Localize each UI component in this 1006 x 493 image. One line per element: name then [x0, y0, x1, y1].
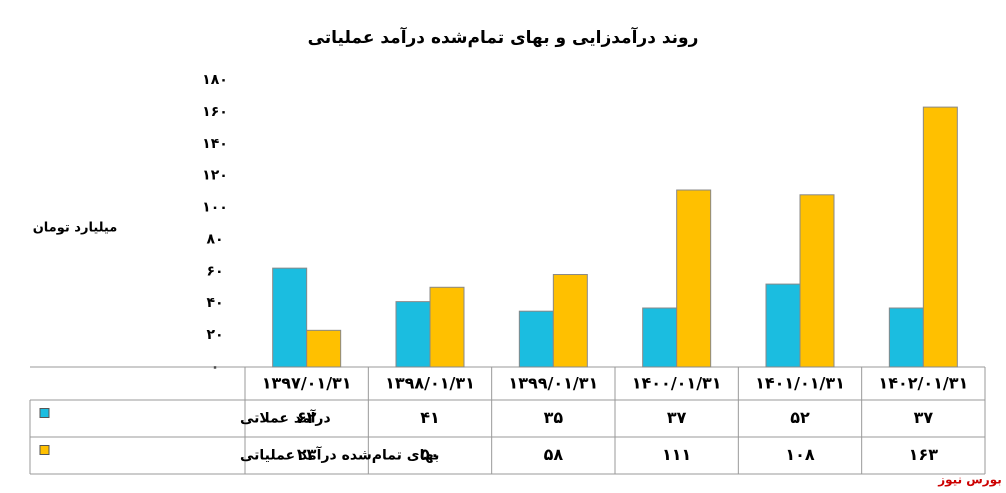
bar — [765, 283, 801, 368]
y-tick-label: ۲۰ — [206, 327, 223, 343]
y-tick-label: ۸۰ — [206, 231, 223, 247]
bar — [552, 274, 588, 368]
x-tick-label: ۱۳۹۷/۰۱/۳۱ — [262, 374, 352, 393]
x-tick-label: ۱۴۰۰/۰۱/۳۱ — [632, 374, 722, 393]
bar — [888, 307, 924, 368]
bar — [395, 301, 431, 368]
chart-title: روند درآمدزایی و بهای تمام‌شده درآمد عمل… — [308, 26, 699, 48]
table-value: ۴۱ — [420, 408, 440, 427]
table-value: ۵۲ — [790, 408, 810, 427]
legend-swatch — [39, 408, 50, 418]
table-value: ۳۵ — [544, 408, 564, 427]
bar — [642, 307, 678, 368]
bar — [676, 189, 712, 368]
source: بورس نیوز — [937, 473, 1002, 488]
y-tick-label: ۱۶۰ — [202, 104, 228, 120]
legend-swatch — [39, 445, 50, 455]
table-value: ۲۳ — [297, 445, 317, 464]
table-value: ۳۷ — [914, 408, 934, 427]
x-tick-label: ۱۴۰۲/۰۱/۳۱ — [878, 374, 968, 393]
x-tick-label: ۱۳۹۸/۰۱/۳۱ — [385, 374, 475, 393]
y-axis-label: میلیارد تومان — [33, 221, 118, 236]
table-value: ۱۱۱ — [662, 445, 691, 464]
bar — [922, 106, 958, 368]
bar — [429, 286, 465, 368]
y-tick-label: ۶۰ — [206, 263, 223, 279]
y-tick-label: ۱۴۰ — [202, 136, 228, 152]
bar — [306, 329, 342, 368]
x-tick-label: ۱۳۹۹/۰۱/۳۱ — [508, 374, 598, 393]
y-tick-label: ۱۰۰ — [202, 200, 228, 216]
table-value: ۵۰ — [420, 445, 440, 464]
bar — [272, 267, 308, 368]
y-tick-label: ۱۸۰ — [202, 72, 228, 88]
x-tick-label: ۱۴۰۱/۰۱/۳۱ — [755, 374, 845, 393]
table-value: ۵۸ — [544, 445, 564, 464]
table-value: ۶۲ — [297, 408, 317, 427]
bar — [799, 194, 835, 368]
table-value: ۳۷ — [667, 408, 687, 427]
legend-label: بهای تمام‌شده درآمد عملیاتی — [240, 446, 439, 464]
y-tick-label: ۱۲۰ — [202, 168, 228, 184]
legend-label: درآمد عملاتی — [240, 409, 331, 427]
table-value: ۱۰۸ — [785, 445, 815, 464]
bar — [518, 310, 554, 368]
y-tick-label: ۴۰ — [206, 295, 223, 311]
table-value: ۱۶۳ — [909, 445, 939, 464]
